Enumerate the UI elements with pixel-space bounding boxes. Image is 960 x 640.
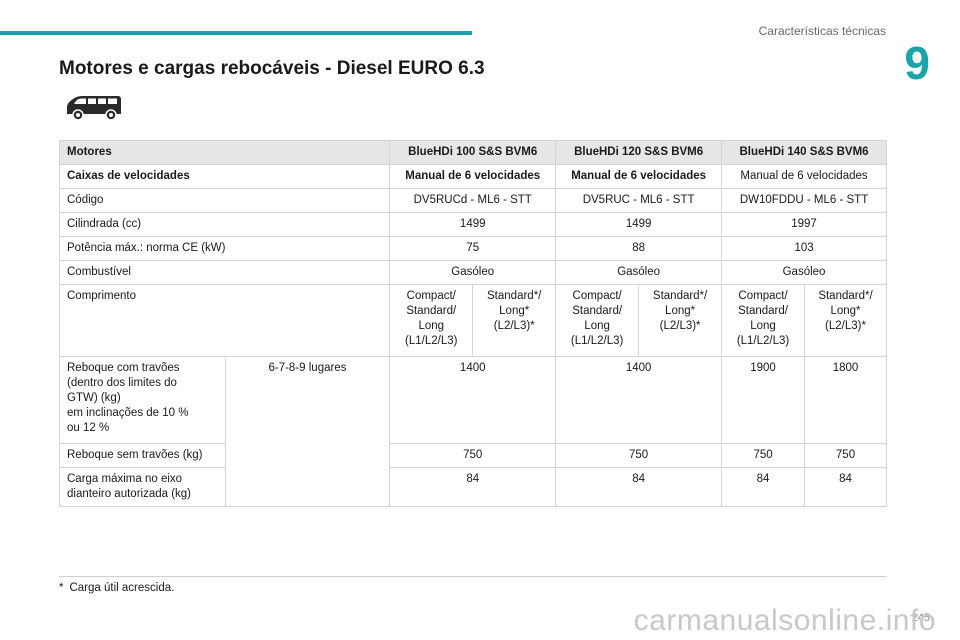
table-row-braked-towing: Reboque com travões (dentro dos limites … <box>59 356 887 507</box>
front-axle-label-line: Carga máxima no eixo <box>67 473 183 485</box>
length-line: (L1/L2/L3) <box>736 335 790 347</box>
code-value-1: DV5RUCd - ML6 - STT <box>389 188 557 213</box>
length-cell-140-a: Compact/ Standard/ Long (L1/L2/L3) <box>721 284 805 357</box>
header-engine-100: BlueHDi 100 S&S BVM6 <box>389 140 557 165</box>
fuel-value-3: Gasóleo <box>721 260 887 285</box>
table-row-displacement: Cilindrada (cc) 1499 1499 1997 <box>58 212 887 237</box>
braked-label-line: ou 12 % <box>67 422 110 434</box>
unbraked-value-3b: 750 <box>804 443 887 468</box>
braked-label-line: GTW) (kg) <box>67 392 121 404</box>
displacement-value-3: 1997 <box>721 212 887 237</box>
table-row-front-axle: Carga máxima no eixo dianteiro autorizad… <box>59 467 887 507</box>
length-line: (L2/L3)* <box>659 320 701 332</box>
braked-value-2: 1400 <box>555 356 723 444</box>
length-line: Long <box>584 320 610 332</box>
front-axle-value-1: 84 <box>389 467 557 507</box>
length-line: Standard/ <box>572 305 623 317</box>
footnote-text: Carga útil acrescida. <box>69 582 175 594</box>
engine-spec-table: Motores BlueHDi 100 S&S BVM6 BlueHDi 120… <box>58 140 887 507</box>
length-label: Comprimento <box>58 284 391 357</box>
unbraked-label: Reboque sem travões (kg) <box>59 443 226 468</box>
length-line: Long <box>418 320 445 332</box>
table-row-code: Código DV5RUCd - ML6 - STT DV5RUC - ML6 … <box>58 188 887 213</box>
table-row-unbraked-towing: Reboque sem travões (kg) 750 750 750 750 <box>59 443 887 468</box>
unbraked-value-3a: 750 <box>721 443 805 468</box>
power-value-2: 88 <box>555 236 723 261</box>
gearbox-value-2: Manual de 6 velocidades <box>555 164 723 189</box>
length-line: Long* <box>499 305 530 317</box>
header-motores: Motores <box>58 140 391 165</box>
section-title: Motores e cargas rebocáveis - Diesel EUR… <box>59 58 485 79</box>
length-cell-140-b: Standard*/ Long* (L2/L3)* <box>804 284 887 357</box>
length-cell-120-b: Standard*/ Long* (L2/L3)* <box>638 284 723 357</box>
gearbox-value-3: Manual de 6 velocidades <box>721 164 887 189</box>
seats-cell: 6-7-8-9 lugares <box>224 356 391 507</box>
power-value-3: 103 <box>721 236 887 261</box>
braked-label-line: em inclinações de 10 % <box>67 407 189 419</box>
code-value-3: DW10FDDU - ML6 - STT <box>721 188 887 213</box>
footnote: * Carga útil acrescida. <box>59 582 174 594</box>
braked-value-3a: 1900 <box>721 356 805 444</box>
watermark: carmanualsonline.info <box>633 604 936 637</box>
length-line: Compact/ <box>406 290 456 302</box>
displacement-label: Cilindrada (cc) <box>58 212 391 237</box>
length-line: Long* <box>665 305 696 317</box>
length-line: Standard*/ <box>652 290 708 302</box>
length-line: Compact/ <box>738 290 788 302</box>
code-label: Código <box>58 188 391 213</box>
length-line: Standard/ <box>406 305 457 317</box>
length-cell-100-a: Compact/ Standard/ Long (L1/L2/L3) <box>389 284 474 357</box>
braked-label-line: (dentro dos limites do <box>67 377 177 389</box>
displacement-value-2: 1499 <box>555 212 723 237</box>
braked-value-1: 1400 <box>389 356 557 444</box>
header-engine-140: BlueHDi 140 S&S BVM6 <box>721 140 887 165</box>
power-label: Potência máx.: norma CE (kW) <box>58 236 391 261</box>
header-accent-bar <box>0 31 472 35</box>
length-line: Standard*/ <box>818 290 873 302</box>
gearbox-value-1: Manual de 6 velocidades <box>389 164 557 189</box>
length-cell-100-b: Standard*/ Long* (L2/L3)* <box>472 284 557 357</box>
table-row-power: Potência máx.: norma CE (kW) 75 88 103 <box>58 236 887 261</box>
table-row-fuel: Combustível Gasóleo Gasóleo Gasóleo <box>58 260 887 285</box>
table-row-gearbox: Caixas de velocidades Manual de 6 veloci… <box>58 164 887 189</box>
page-number: 245 <box>911 612 930 624</box>
unbraked-value-2: 750 <box>555 443 723 468</box>
front-axle-value-3b: 84 <box>804 467 887 507</box>
table-row-length: Comprimento Compact/ Standard/ Long (L1/… <box>58 284 887 357</box>
fuel-value-2: Gasóleo <box>555 260 723 285</box>
code-value-2: DV5RUC - ML6 - STT <box>555 188 723 213</box>
length-line: Long <box>750 320 776 332</box>
length-line: Standard/ <box>738 305 788 317</box>
header-engine-120: BlueHDi 120 S&S BVM6 <box>555 140 723 165</box>
chapter-title: Características técnicas <box>758 24 886 38</box>
footnote-divider <box>59 576 887 577</box>
length-line: (L1/L2/L3) <box>570 335 624 347</box>
van-icon <box>67 96 121 121</box>
braked-label-line: Reboque com travões <box>67 362 180 374</box>
front-axle-label: Carga máxima no eixo dianteiro autorizad… <box>59 467 226 507</box>
length-line: Standard*/ <box>487 290 542 302</box>
footnote-mark: * <box>59 582 64 594</box>
unbraked-value-1: 750 <box>389 443 557 468</box>
front-axle-value-2: 84 <box>555 467 723 507</box>
length-line: Compact/ <box>572 290 622 302</box>
length-line: (L1/L2/L3) <box>405 335 458 347</box>
length-line: (L2/L3)* <box>493 320 535 332</box>
length-cell-120-a: Compact/ Standard/ Long (L1/L2/L3) <box>555 284 640 357</box>
table-header-row: Motores BlueHDi 100 S&S BVM6 BlueHDi 120… <box>58 140 887 165</box>
power-value-1: 75 <box>389 236 557 261</box>
length-line: (L2/L3)* <box>825 320 866 332</box>
front-axle-value-3a: 84 <box>721 467 805 507</box>
front-axle-label-line: dianteiro autorizada (kg) <box>67 488 192 500</box>
chapter-number: 9 <box>904 37 930 89</box>
fuel-label: Combustível <box>58 260 391 285</box>
braked-label: Reboque com travões (dentro dos limites … <box>59 356 226 444</box>
displacement-value-1: 1499 <box>389 212 557 237</box>
fuel-value-1: Gasóleo <box>389 260 557 285</box>
braked-value-3b: 1800 <box>804 356 887 444</box>
gearbox-label: Caixas de velocidades <box>58 164 391 189</box>
length-line: Long* <box>830 305 861 317</box>
